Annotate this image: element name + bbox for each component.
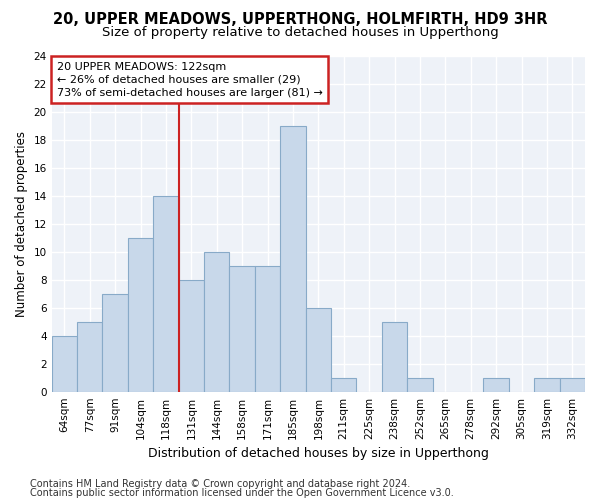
Bar [484,378,509,392]
Text: Contains public sector information licensed under the Open Government Licence v3: Contains public sector information licen… [30,488,454,498]
Text: Size of property relative to detached houses in Upperthong: Size of property relative to detached ho… [101,26,499,39]
Bar [331,378,356,392]
Bar [382,322,407,392]
Bar [52,336,77,392]
Bar [77,322,103,392]
Text: 20, UPPER MEADOWS, UPPERTHONG, HOLMFIRTH, HD9 3HR: 20, UPPER MEADOWS, UPPERTHONG, HOLMFIRTH… [53,12,547,28]
Y-axis label: Number of detached properties: Number of detached properties [15,131,28,317]
Bar [280,126,305,392]
X-axis label: Distribution of detached houses by size in Upperthong: Distribution of detached houses by size … [148,447,489,460]
Bar [204,252,229,392]
Bar [560,378,585,392]
Text: 20 UPPER MEADOWS: 122sqm
← 26% of detached houses are smaller (29)
73% of semi-d: 20 UPPER MEADOWS: 122sqm ← 26% of detach… [57,62,323,98]
Bar [255,266,280,392]
Bar [153,196,179,392]
Bar [534,378,560,392]
Bar [305,308,331,392]
Bar [229,266,255,392]
Bar [128,238,153,392]
Text: Contains HM Land Registry data © Crown copyright and database right 2024.: Contains HM Land Registry data © Crown c… [30,479,410,489]
Bar [103,294,128,392]
Bar [179,280,204,392]
Bar [407,378,433,392]
